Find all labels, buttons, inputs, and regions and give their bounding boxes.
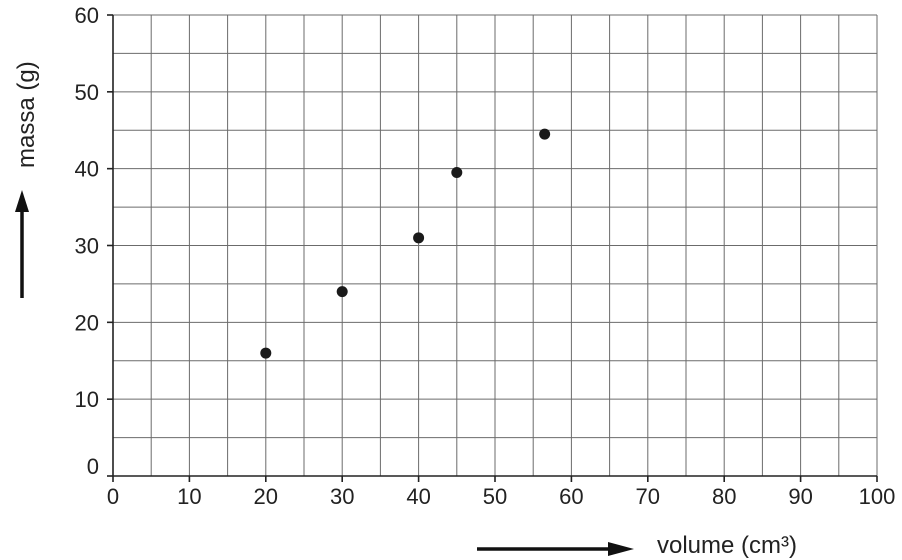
data-point [336, 286, 348, 298]
y-tick-label: 30 [75, 234, 99, 259]
x-tick-label: 30 [330, 484, 354, 509]
x-tick-label: 10 [177, 484, 201, 509]
data-point [451, 167, 463, 179]
x-tick-label: 40 [406, 484, 430, 509]
x-tick-label: 0 [107, 484, 119, 509]
x-tick-label: 80 [712, 484, 736, 509]
tick-labels: 0 10 20 30 40 50 60 0 10 20 30 40 50 60 70 80 90 100 [75, 3, 896, 509]
x-axis-title: volume (cm³) [657, 532, 797, 559]
x-axis-arrow [477, 542, 634, 556]
y-tick-label: 0 [87, 454, 99, 479]
x-tick-label: 60 [559, 484, 583, 509]
grid [112, 14, 878, 477]
data-point [413, 232, 425, 244]
y-axis-arrow [15, 190, 29, 298]
data-point [539, 128, 551, 140]
y-tick-label: 10 [75, 387, 99, 412]
x-tick-label: 20 [254, 484, 278, 509]
x-tick-label: 100 [859, 484, 896, 509]
y-axis-title: massa (g) [13, 61, 40, 168]
x-tick-label: 90 [788, 484, 812, 509]
data-points [260, 128, 551, 359]
y-tick-label: 60 [75, 3, 99, 28]
y-tick-label: 20 [75, 310, 99, 335]
x-tick-label: 50 [483, 484, 507, 509]
x-tick-label: 70 [636, 484, 660, 509]
y-tick-label: 40 [75, 157, 99, 182]
data-point [260, 347, 272, 359]
y-tick-label: 50 [75, 80, 99, 105]
